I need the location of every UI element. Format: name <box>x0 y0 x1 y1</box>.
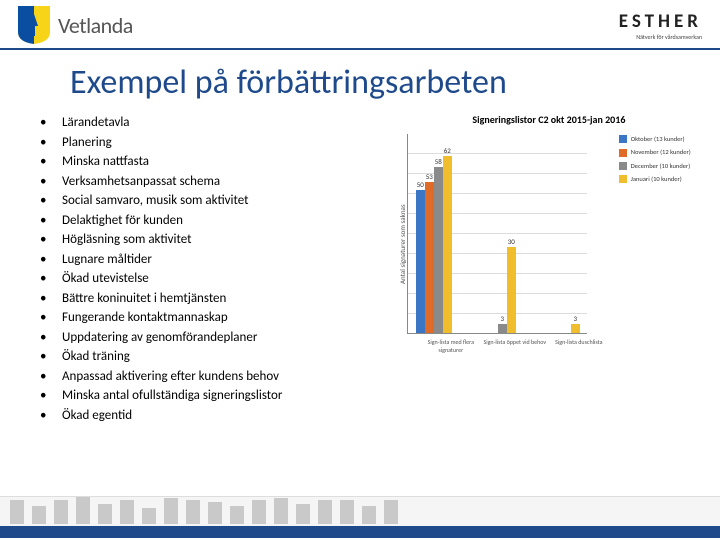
list-item: Högläsning som aktivitet <box>40 230 392 250</box>
bar-value-label: 50 <box>417 180 424 189</box>
legend-item: Oktober (13 kunder) <box>619 134 691 144</box>
chart-legend: Oktober (13 kunder) November (12 kunder) D… <box>619 134 691 354</box>
list-item: Ökad träning <box>40 347 392 367</box>
legend-swatch <box>619 135 627 143</box>
legend-item: November (12 kunder) <box>619 147 691 157</box>
list-item: Lärandetavla <box>40 113 392 133</box>
bar-group: 50535862 <box>416 156 452 333</box>
shield-icon <box>18 6 50 44</box>
bar-value-label: 62 <box>444 146 451 155</box>
legend-swatch <box>619 162 627 170</box>
list-item: Ökad egentid <box>40 406 392 426</box>
legend-label: December (10 kunder) <box>631 161 690 171</box>
legend-item: December (10 kunder) <box>619 161 691 171</box>
vetlanda-text: Vetlanda <box>58 12 133 39</box>
bullet-list: LärandetavlaPlaneringMinska nattfastaVer… <box>30 113 392 425</box>
bar: 58 <box>434 167 443 333</box>
chart-plot: 505358623303 <box>407 134 587 334</box>
legend-swatch <box>619 149 627 157</box>
bar: 3 <box>498 324 507 333</box>
legend-label: November (12 kunder) <box>631 147 691 157</box>
bar-value-label: 3 <box>501 314 505 323</box>
list-item: Anpassad aktivering efter kundens behov <box>40 367 392 387</box>
content: LärandetavlaPlaneringMinska nattfastaVer… <box>0 113 720 425</box>
legend-item: Januari (10 kunder) <box>619 174 691 184</box>
bar-value-label: 30 <box>508 237 515 246</box>
esther-subtitle: Nätverk för vårdsamverkan <box>619 33 702 41</box>
legend-label: Oktober (13 kunder) <box>631 134 685 144</box>
bar: 3 <box>571 324 580 333</box>
bar-group: 3 <box>544 324 580 333</box>
bar: 30 <box>507 247 516 333</box>
footer-bar <box>0 526 720 538</box>
bar: 50 <box>416 190 425 333</box>
footer <box>0 496 720 540</box>
bar-group: 330 <box>480 247 516 333</box>
list-item: Uppdatering av genomförandeplaner <box>40 328 392 348</box>
chart-ylabel: Antal signaturer som saknas <box>398 134 407 354</box>
list-item: Planering <box>40 133 392 153</box>
vetlanda-logo: Vetlanda <box>18 6 133 44</box>
chart: Signeringslistor C2 okt 2015-jan 2016 An… <box>392 113 700 425</box>
bar-value-label: 53 <box>426 172 433 181</box>
list-item: Lugnare måltider <box>40 250 392 270</box>
page-title: Exempel på förbättringsarbeten <box>0 50 720 113</box>
list-item: Delaktighet för kunden <box>40 211 392 231</box>
list-item: Social samvaro, musik som aktivitet <box>40 191 392 211</box>
list-item: Minska antal ofullständiga signeringslis… <box>40 386 392 406</box>
list-item: Minska nattfasta <box>40 152 392 172</box>
chart-xlabels: Sign-lista med flera signaturerSign-list… <box>419 338 611 354</box>
bar-value-label: 58 <box>435 157 442 166</box>
footer-silhouette <box>0 496 720 526</box>
bar-value-label: 3 <box>574 314 578 323</box>
esther-logo: ESTHER Nätverk för vårdsamverkan <box>619 10 702 41</box>
legend-label: Januari (10 kunder) <box>631 174 682 184</box>
header: Vetlanda ESTHER Nätverk för vårdsamverka… <box>0 0 720 50</box>
list-item: Fungerande kontaktmannaskap <box>40 308 392 328</box>
x-tick-label: Sign-lista med flera signaturer <box>419 338 483 354</box>
x-tick-label: Sign-lista öppet vid behov <box>483 338 547 354</box>
bar: 62 <box>443 156 452 333</box>
legend-swatch <box>619 175 627 183</box>
chart-title: Signeringslistor C2 okt 2015-jan 2016 <box>398 113 700 126</box>
list-item: Ökad utevistelse <box>40 269 392 289</box>
list-item: Bättre koninuitet i hemtjänsten <box>40 289 392 309</box>
esther-title: ESTHER <box>619 10 702 33</box>
bar: 53 <box>425 182 434 333</box>
x-tick-label: Sign-lista duschlista <box>547 338 611 354</box>
list-item: Verksamhetsanpassat schema <box>40 172 392 192</box>
